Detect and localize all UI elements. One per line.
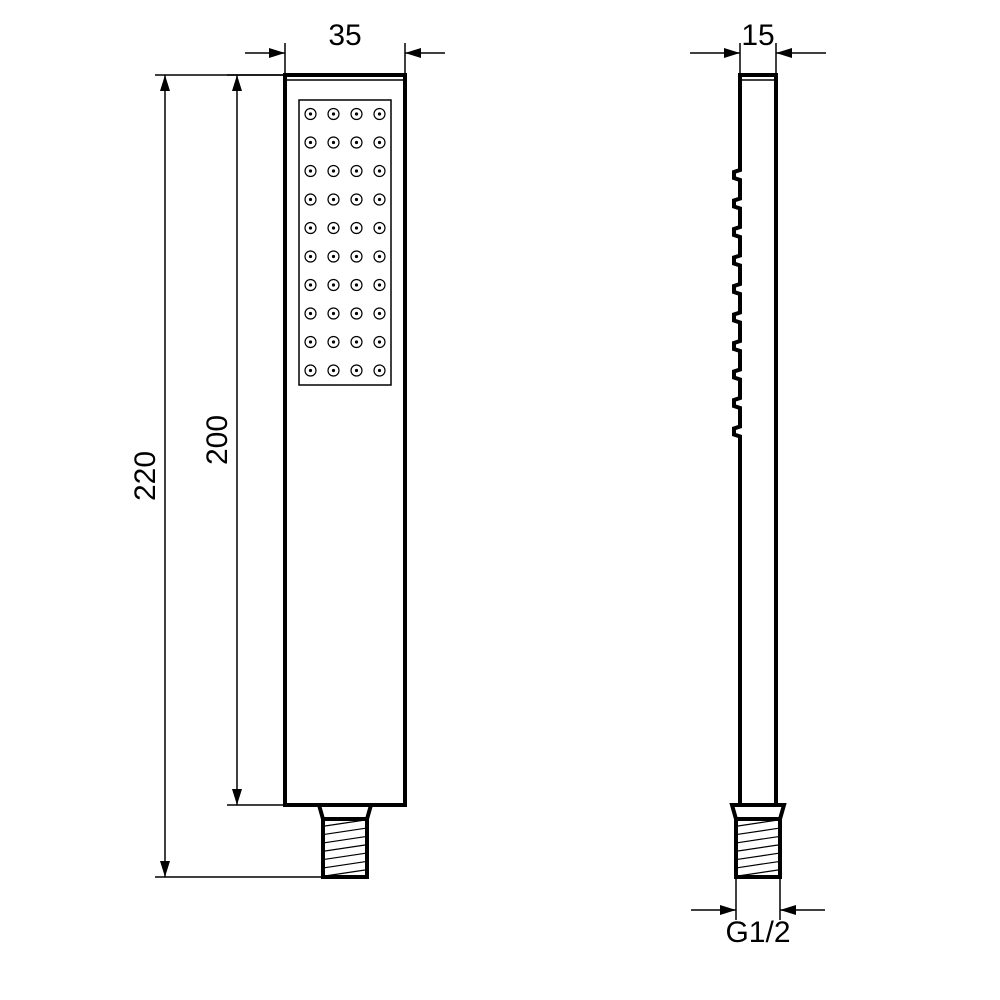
side-view (732, 75, 784, 877)
dim-220: 220 (129, 451, 162, 501)
dim-g12: G1/2 (725, 916, 790, 949)
dim-35: 35 (328, 19, 361, 52)
dim-200: 200 (201, 415, 234, 465)
side-body (734, 75, 776, 805)
technical-drawing: 35 15 220 200 G1/2 (0, 0, 1000, 1000)
dim-15: 15 (741, 19, 774, 52)
front-view (285, 75, 405, 877)
dimensions: 35 15 220 200 G1/2 (129, 19, 826, 949)
